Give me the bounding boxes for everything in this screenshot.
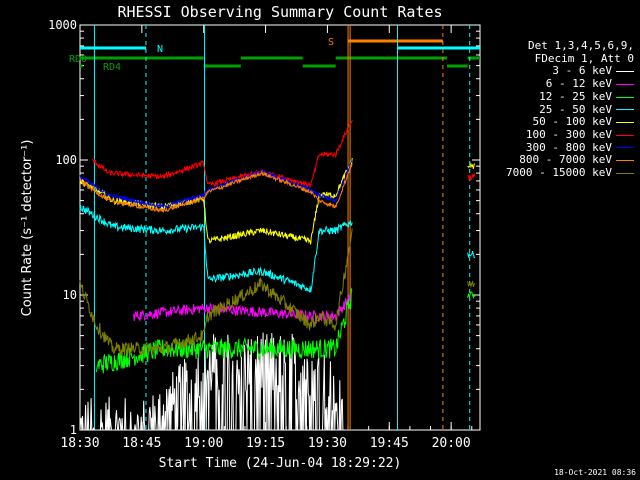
series-tail xyxy=(467,280,476,289)
legend-label: 6 - 12 keV xyxy=(545,77,612,91)
legend-entry: 50 - 100 keV xyxy=(482,116,634,129)
legend-label: 300 - 800 keV xyxy=(525,140,612,154)
legend-label: 7000 - 15000 keV xyxy=(506,166,612,180)
legend-label: 800 - 7000 keV xyxy=(519,153,612,167)
legend-swatch xyxy=(616,122,634,124)
legend-entry: 12 - 25 keV xyxy=(482,89,634,104)
series-line xyxy=(79,160,353,210)
saa-label: S xyxy=(328,37,334,48)
x-tick-label: 19:15 xyxy=(246,436,285,451)
plot-area: 1 10 100 1000 18:30 18:45 19:00 19:15 19:30 19:45… xyxy=(48,18,481,451)
y-tick-label: 1000 xyxy=(48,18,77,32)
series-line xyxy=(96,287,353,374)
rd0-label: RD0 xyxy=(69,54,87,65)
footer-timestamp: 18-Oct-2021 08:36 xyxy=(554,468,636,477)
series-tail xyxy=(467,291,476,300)
y-tick-label: 1 xyxy=(70,423,77,437)
x-axis-label: Start Time (24-Jun-04 18:29:22) xyxy=(159,456,402,471)
x-tick-label: 20:00 xyxy=(432,436,471,451)
legend-entry: 6 - 12 keV xyxy=(482,77,634,91)
y-tick-label: 10 xyxy=(63,288,77,302)
series-line xyxy=(79,228,353,357)
legend-entry: 300 - 800 keV xyxy=(482,140,634,155)
x-tick-label: 18:30 xyxy=(60,436,99,451)
x-tick-label: 19:00 xyxy=(184,436,223,451)
legend-swatch xyxy=(616,71,634,73)
legend-entry: 7000 - 15000 keV xyxy=(482,166,634,180)
legend-entry: 25 - 50 keV xyxy=(482,102,634,117)
legend-label: 25 - 50 keV xyxy=(539,102,612,116)
x-tick-label: 19:30 xyxy=(308,436,347,451)
rd4-label: RD4 xyxy=(103,62,121,73)
legend-header-line-2: FDecim 1, Att 0 xyxy=(534,51,634,65)
plot-frame xyxy=(79,24,481,431)
series-line xyxy=(79,157,353,245)
legend-header-line-1: Det 1,3,4,5,6,9, xyxy=(528,39,634,52)
legend-swatch xyxy=(616,134,634,136)
legend-label: 100 - 300 keV xyxy=(525,127,612,141)
y-axis-label: Count Rate (s⁻¹ detector⁻¹) xyxy=(20,140,35,317)
series-line xyxy=(79,163,353,213)
chart-title: RHESSI Observing Summary Count Rates xyxy=(117,3,442,21)
legend: Det 1,3,4,5,6,9, FDecim 1, Att 0 3 - 6 k… xyxy=(482,39,634,180)
legend-swatch xyxy=(616,96,634,98)
legend-entry: 100 - 300 keV xyxy=(482,127,634,142)
series-tail xyxy=(467,162,476,170)
night-label: N xyxy=(157,44,163,55)
series-line xyxy=(92,120,353,189)
legend-swatch xyxy=(616,160,634,162)
x-tick-label: 19:45 xyxy=(370,436,409,451)
legend-swatch xyxy=(616,172,634,174)
y-tick-label: 100 xyxy=(55,153,77,167)
series-tail xyxy=(467,172,476,181)
series-tail xyxy=(467,250,476,259)
legend-entry: 800 - 7000 keV xyxy=(482,154,634,167)
legend-label: 12 - 25 keV xyxy=(539,89,612,103)
legend-label: 3 - 6 keV xyxy=(552,64,612,78)
legend-label: 50 - 100 keV xyxy=(532,115,612,129)
legend-swatch xyxy=(616,83,634,85)
legend-entry: 3 - 6 keV xyxy=(482,65,634,78)
series-line xyxy=(79,205,353,293)
x-tick-label: 18:45 xyxy=(122,436,161,451)
series-line xyxy=(79,332,344,431)
legend-swatch xyxy=(616,109,634,111)
legend-swatch xyxy=(616,147,634,149)
